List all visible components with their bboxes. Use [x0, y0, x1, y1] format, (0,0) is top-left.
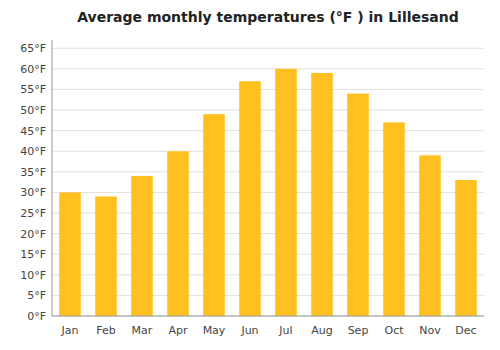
grid-line	[52, 68, 484, 69]
grid-line	[52, 48, 484, 49]
chart-svg: Average monthly temperatures (°F ) in Li…	[0, 0, 500, 350]
y-tick-label: 55°F	[20, 83, 46, 96]
bar	[455, 180, 477, 316]
y-tick-label: 15°F	[20, 248, 46, 261]
x-tick-label: Apr	[168, 324, 188, 337]
y-tick-label: 10°F	[20, 269, 46, 282]
bar	[347, 94, 369, 316]
bar	[167, 151, 189, 316]
y-tick-label: 25°F	[20, 207, 46, 220]
y-tick-label: 35°F	[20, 166, 46, 179]
y-axis: 0°F 5°F 10°F 15°F 20°F 25°F 30°F 35°F 40°F 45°F 50…	[20, 42, 484, 323]
grid-line	[52, 89, 484, 90]
x-tick-label: Sep	[348, 324, 369, 337]
x-tick-label: Nov	[419, 324, 441, 337]
grid-line	[52, 110, 484, 111]
y-tick-label: 40°F	[20, 145, 46, 158]
x-tick-label: Dec	[455, 324, 476, 337]
page: {"chart_data": {"type": "bar", "title": …	[0, 0, 500, 350]
bars	[59, 69, 477, 316]
y-tick-label: 60°F	[20, 63, 46, 76]
bar	[239, 81, 261, 316]
x-tick-label: Feb	[96, 324, 115, 337]
grid-line	[52, 130, 484, 131]
bar	[95, 197, 117, 316]
chart-title: Average monthly temperatures (°F ) in Li…	[77, 9, 459, 25]
x-tick-label: Jul	[278, 324, 292, 337]
bar	[383, 122, 405, 316]
x-tick-label: Jan	[61, 324, 79, 337]
bar	[131, 176, 153, 316]
y-tick-label: 30°F	[20, 186, 46, 199]
y-tick-label: 50°F	[20, 104, 46, 117]
x-axis: Jan Feb Mar Apr May Jun Jul Aug Sep Oct Nov Dec	[61, 324, 477, 337]
bar	[311, 73, 333, 316]
x-tick-label: Oct	[384, 324, 404, 337]
grid-line	[52, 316, 484, 317]
y-tick-label: 45°F	[20, 125, 46, 138]
bar	[203, 114, 225, 316]
y-axis-line	[52, 40, 53, 316]
y-tick-label: 20°F	[20, 228, 46, 241]
grid-line	[52, 151, 484, 152]
y-tick-label: 5°F	[27, 289, 46, 302]
bar	[59, 192, 81, 316]
y-tick-label: 65°F	[20, 42, 46, 55]
x-axis-line	[52, 316, 484, 317]
x-tick-label: May	[203, 324, 226, 337]
y-tick-label: 0°F	[27, 310, 46, 323]
chart-container: Average monthly temperatures (°F ) in Li…	[0, 0, 500, 350]
x-tick-label: Aug	[311, 324, 332, 337]
bar	[419, 155, 441, 316]
x-tick-label: Mar	[132, 324, 153, 337]
bar	[275, 69, 297, 316]
x-tick-label: Jun	[240, 324, 258, 337]
